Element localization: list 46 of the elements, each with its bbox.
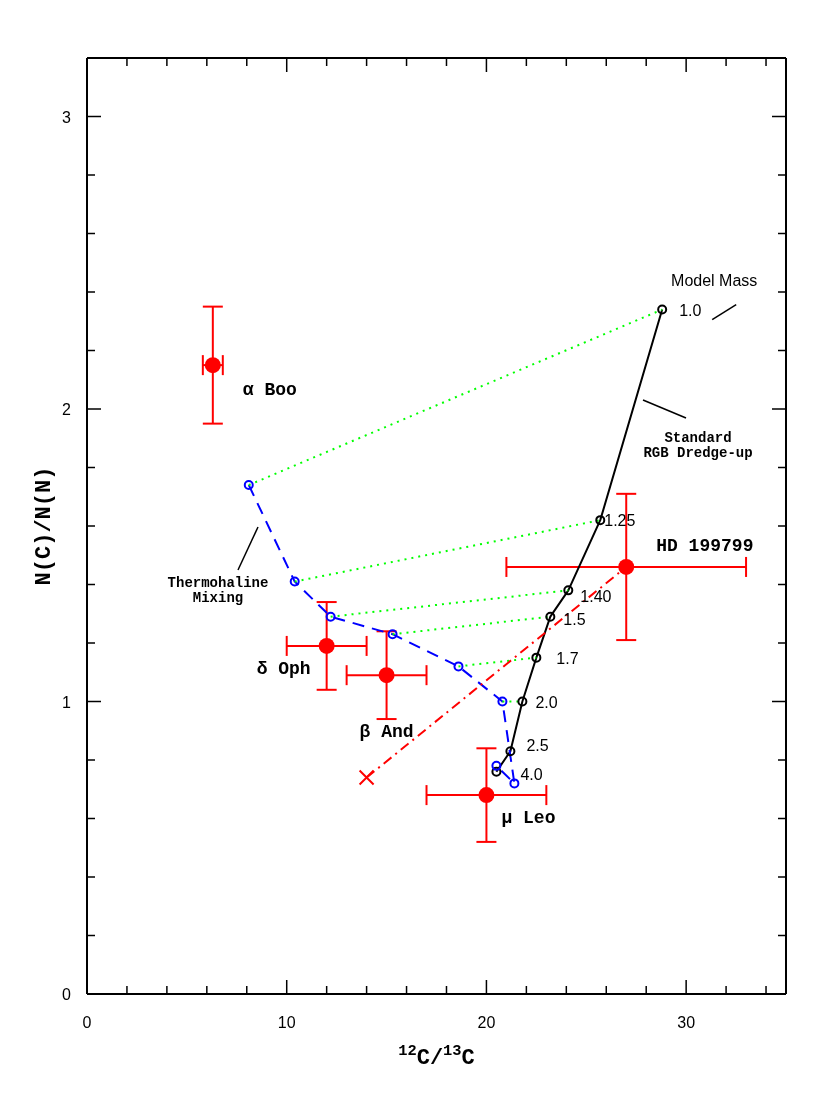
- point: [491, 766, 502, 777]
- text: β And: [359, 722, 414, 743]
- annotation: 1.0: [679, 301, 702, 319]
- annotation: 1.5: [563, 610, 586, 628]
- point: [453, 661, 464, 672]
- point: [491, 760, 502, 771]
- series-label: α Boo: [242, 380, 297, 401]
- annotation: 1.40: [580, 588, 612, 606]
- point: [478, 787, 495, 804]
- x-tick-label: 0: [82, 1014, 92, 1031]
- point: [318, 637, 335, 654]
- point: [545, 611, 556, 622]
- point: [497, 696, 508, 707]
- y-tick-label: 3: [62, 108, 72, 126]
- point: [378, 667, 395, 684]
- point: [657, 304, 668, 315]
- point: [509, 778, 520, 789]
- point: [358, 769, 375, 786]
- point: [243, 480, 254, 491]
- annotation: Standard RGB Dredge-up: [643, 430, 753, 462]
- annotation: 2.5: [526, 737, 549, 755]
- point: [325, 611, 336, 622]
- point: [563, 585, 574, 596]
- annotation: Model Mass: [671, 271, 758, 289]
- point: [618, 558, 635, 575]
- y-axis-title: N(C)/N(N): [32, 466, 57, 586]
- series-label: HD 199799: [656, 535, 754, 556]
- point: [387, 629, 398, 640]
- series-label: μ Leo: [501, 808, 556, 829]
- annotation: 2.0: [535, 693, 558, 711]
- point: [505, 746, 516, 757]
- annotation: Thermohaline Mixing: [167, 575, 269, 607]
- x-tick-label: 30: [677, 1014, 696, 1031]
- series-label: δ Oph: [256, 658, 311, 679]
- x-tick-label: 20: [477, 1014, 496, 1031]
- y-tick-label: 0: [62, 986, 72, 1003]
- point: [531, 652, 542, 663]
- annotation: 1.7: [556, 649, 579, 667]
- point: [289, 576, 300, 587]
- annotation: 4.0: [520, 765, 543, 783]
- point: [517, 696, 528, 707]
- y-tick-label: 1: [62, 693, 72, 711]
- x-tick-label: 10: [277, 1014, 296, 1031]
- point: [595, 515, 606, 526]
- x-axis-title: $^{12}$C/$^{13}$C: [398, 1042, 475, 1071]
- y-tick-label: 2: [62, 401, 72, 418]
